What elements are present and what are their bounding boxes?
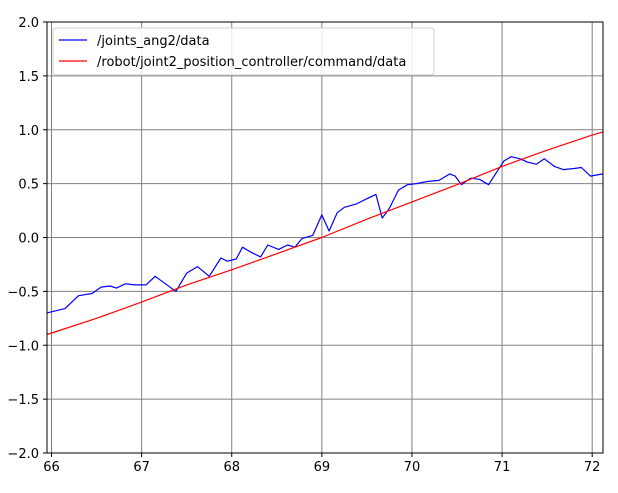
- x-tick-label: 66: [43, 460, 60, 475]
- x-tick-label: 67: [133, 460, 150, 475]
- x-tick-label: 71: [494, 460, 511, 475]
- x-tick-label: 68: [223, 460, 240, 475]
- x-tick-label: 69: [314, 460, 331, 475]
- x-tick-label: 72: [584, 460, 601, 475]
- y-tick-label: −1.0: [7, 339, 39, 354]
- y-tick-label: −1.5: [7, 393, 39, 408]
- y-tick-label: −2.0: [7, 447, 39, 462]
- y-tick-label: 2.0: [18, 16, 39, 31]
- legend-label-1: /robot/joint2_position_controller/comman…: [97, 55, 406, 70]
- y-tick-label: −0.5: [7, 285, 39, 300]
- legend: /joints_ang2/data/robot/joint2_position_…: [53, 28, 434, 75]
- y-tick-label: 0.0: [18, 232, 39, 247]
- x-tick-label: 70: [404, 460, 421, 475]
- y-tick-label: 1.5: [18, 70, 39, 85]
- y-tick-label: 1.0: [18, 124, 39, 139]
- legend-label-0: /joints_ang2/data: [97, 34, 210, 49]
- y-tick-label: 0.5: [18, 178, 39, 193]
